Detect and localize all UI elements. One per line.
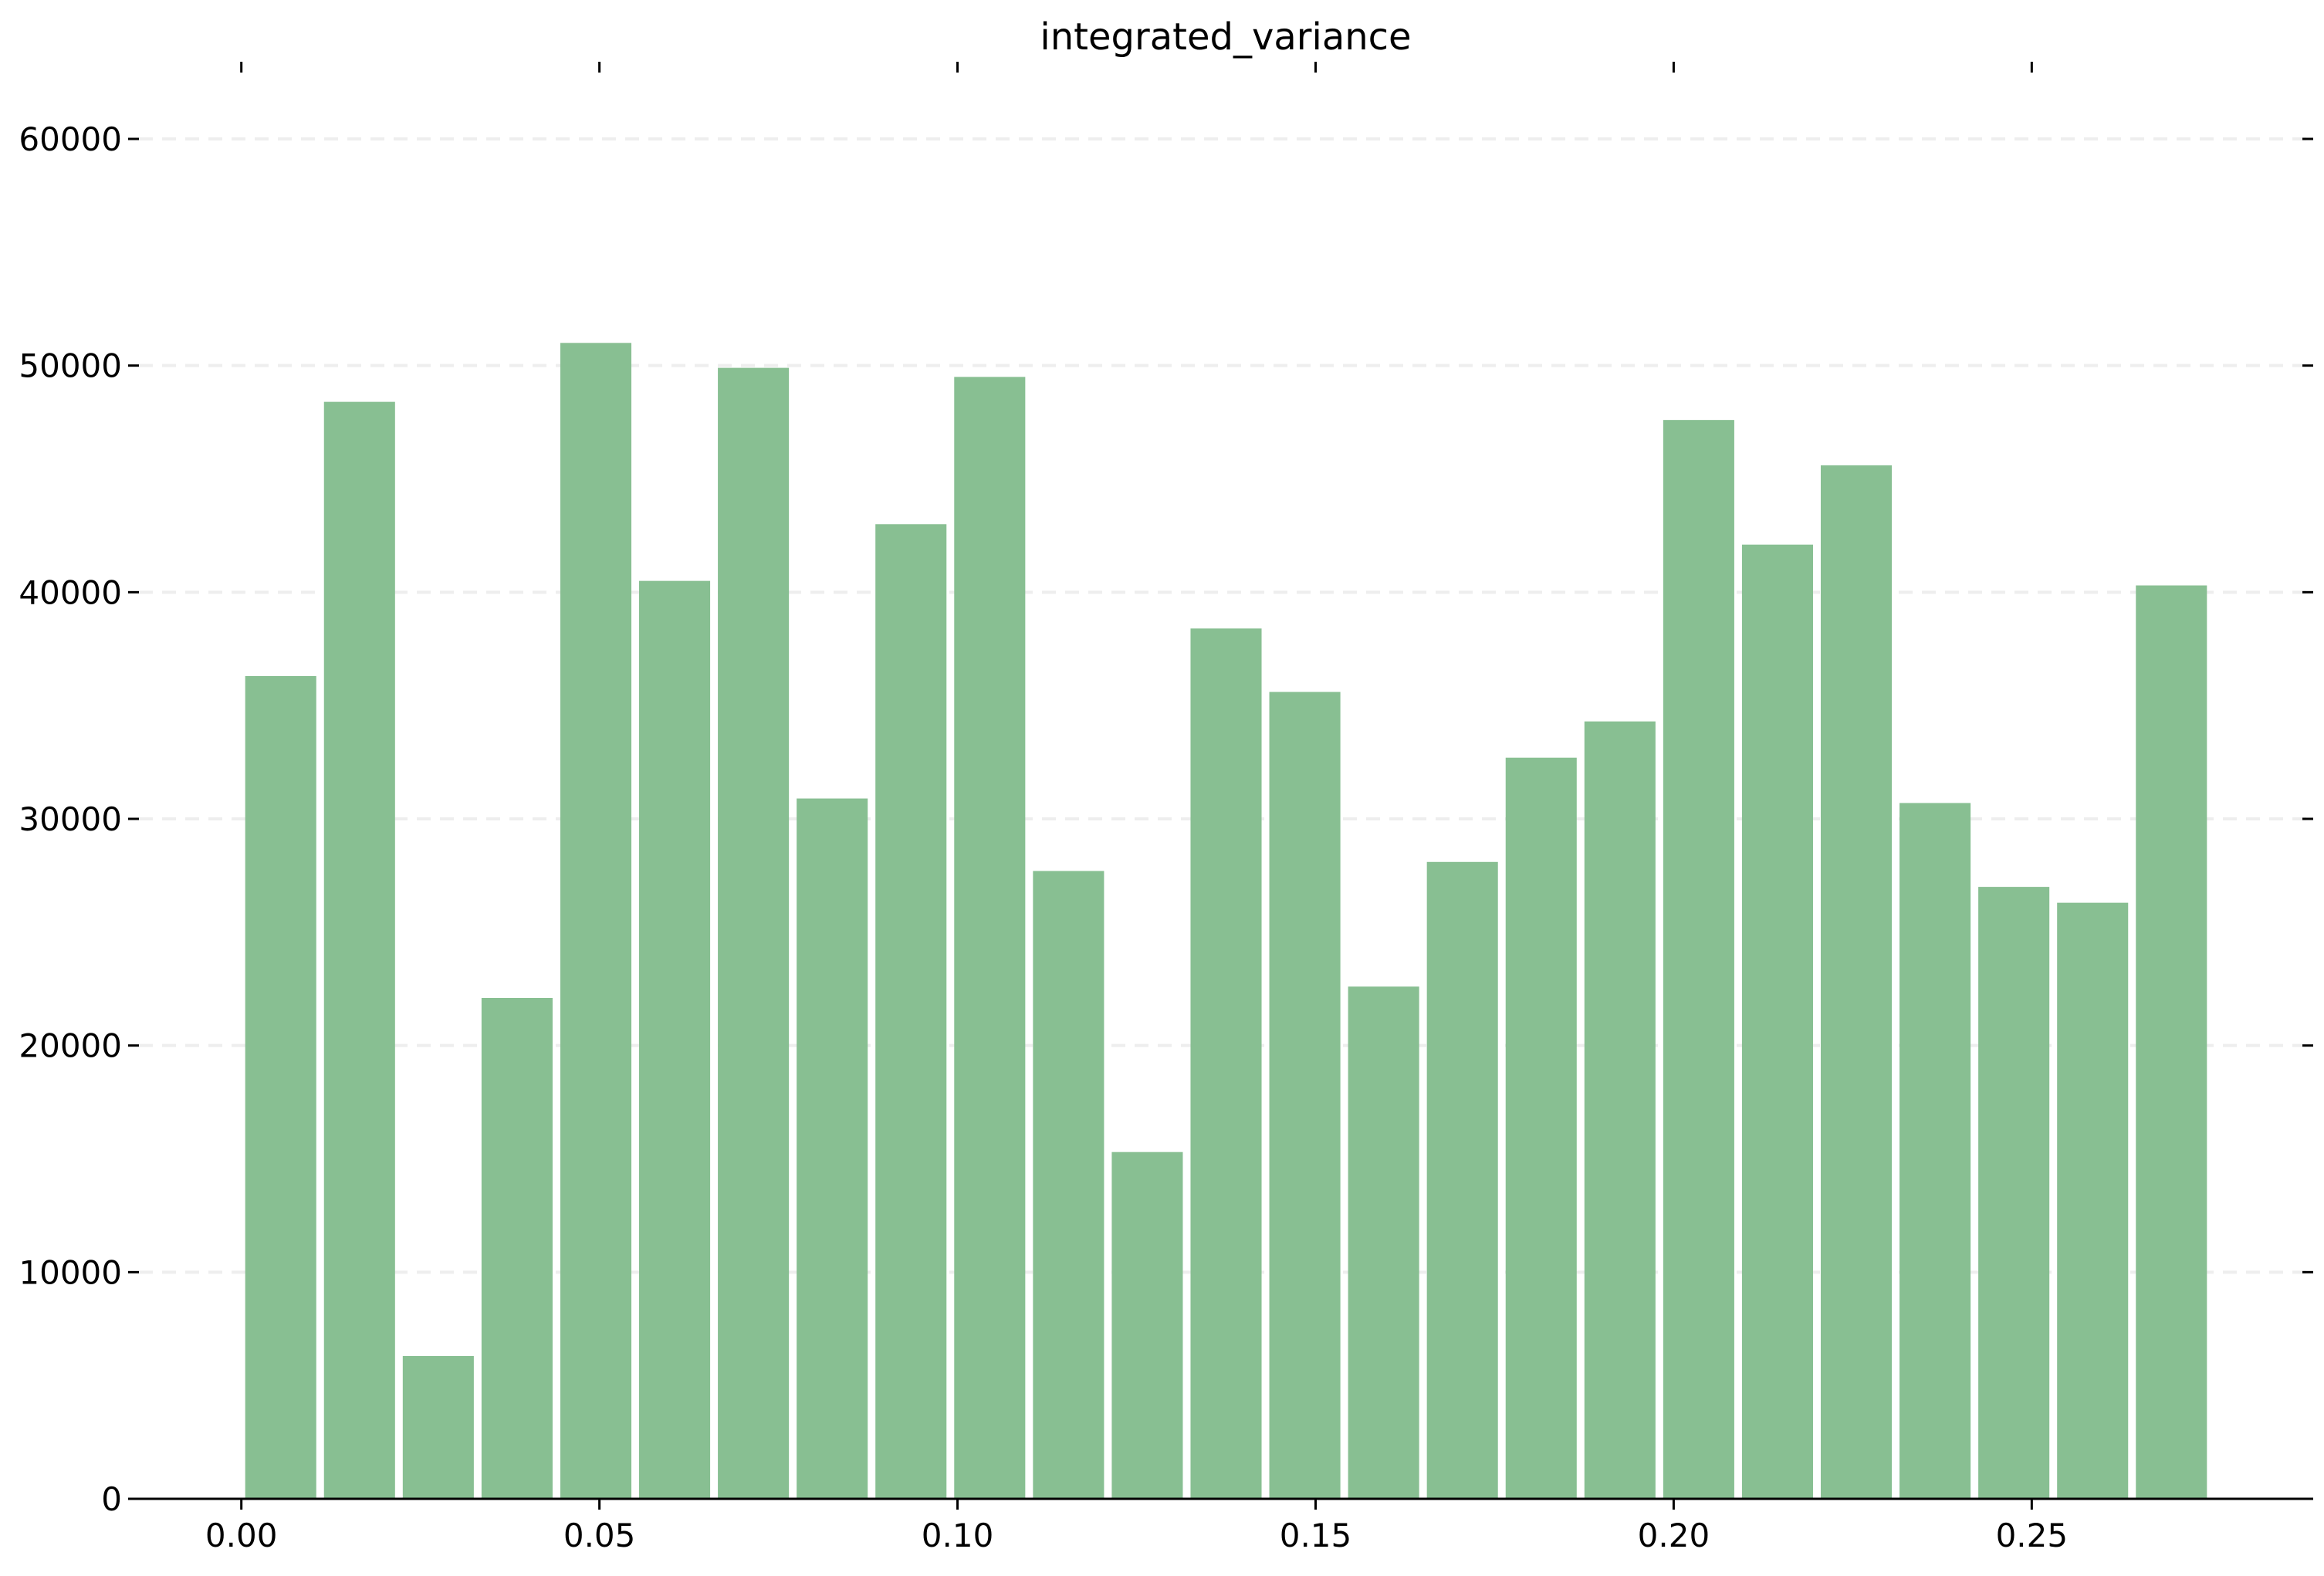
histogram-bar bbox=[1190, 628, 1262, 1499]
y-tick-label: 20000 bbox=[19, 1027, 122, 1065]
x-tick-label: 0.10 bbox=[922, 1517, 994, 1554]
histogram-bar bbox=[639, 580, 711, 1499]
y-tick-label: 0 bbox=[101, 1480, 122, 1518]
histogram-bar bbox=[323, 401, 395, 1499]
histogram-bar bbox=[718, 367, 790, 1500]
histogram-bar bbox=[1741, 544, 1813, 1499]
histogram-bar bbox=[1111, 1152, 1183, 1499]
histogram-bar bbox=[1584, 721, 1656, 1499]
y-tick-label: 50000 bbox=[19, 347, 122, 385]
bars bbox=[245, 343, 2207, 1500]
histogram-bar bbox=[1899, 803, 1971, 1499]
histogram-bar bbox=[1269, 692, 1341, 1500]
histogram-bar bbox=[2136, 585, 2207, 1499]
histogram-bar bbox=[1820, 465, 1893, 1499]
histogram-bar bbox=[1663, 420, 1734, 1499]
chart-title: integrated_variance bbox=[1040, 15, 1411, 59]
y-tick-label: 10000 bbox=[19, 1253, 122, 1291]
histogram-bar bbox=[1033, 871, 1104, 1499]
histogram-bar bbox=[402, 1355, 474, 1499]
y-tick-label: 40000 bbox=[19, 573, 122, 611]
axes: 0 10000 20000 30000 40000 50000 60000 0.00 0.05 0… bbox=[19, 62, 2313, 1554]
histogram-bar bbox=[1505, 757, 1577, 1499]
histogram-bar bbox=[1978, 887, 2050, 1499]
histogram-bar bbox=[1426, 861, 1498, 1499]
histogram-bar bbox=[245, 675, 316, 1499]
x-tick-label: 0.15 bbox=[1280, 1517, 1352, 1554]
histogram-bar bbox=[797, 798, 868, 1499]
y-tick-label: 30000 bbox=[19, 800, 122, 838]
histogram-bar bbox=[875, 524, 947, 1499]
histogram-bar bbox=[2057, 902, 2129, 1499]
histogram-bar bbox=[560, 343, 632, 1499]
x-tick-label: 0.05 bbox=[563, 1517, 636, 1554]
x-tick-label: 0.25 bbox=[1996, 1517, 2069, 1554]
x-tick-label: 0.00 bbox=[205, 1517, 278, 1554]
histogram-bar bbox=[1348, 986, 1419, 1499]
histogram-bar bbox=[481, 997, 553, 1499]
x-tick-label: 0.20 bbox=[1638, 1517, 1710, 1554]
histogram-bar bbox=[954, 377, 1026, 1500]
y-tick-label: 60000 bbox=[19, 120, 122, 158]
